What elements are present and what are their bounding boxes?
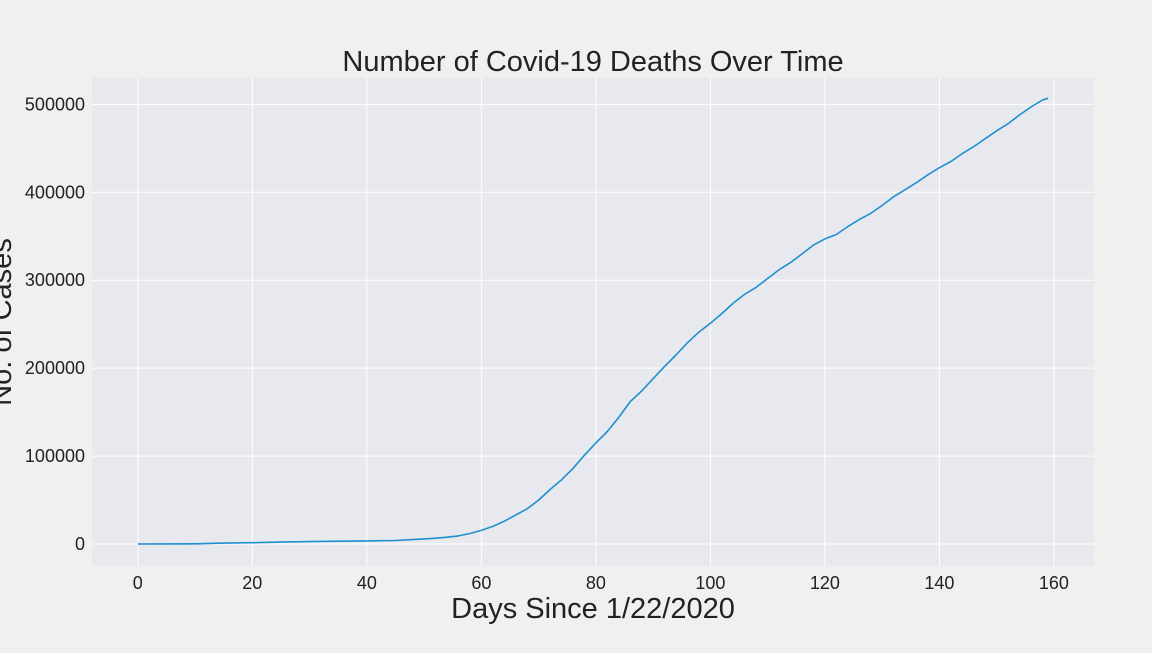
x-tick-label: 80: [586, 573, 606, 593]
y-tick-labels: 0 100000 200000 300000 400000 500000: [25, 94, 85, 554]
plot-area-background: [92, 78, 1094, 566]
x-tick-label: 0: [133, 573, 143, 593]
grid-x: [137, 78, 1055, 566]
x-tick-label: 60: [471, 573, 491, 593]
y-tick-label: 100000: [25, 446, 85, 466]
x-tick-label: 120: [810, 573, 840, 593]
y-axis-label: No. of Cases: [0, 238, 18, 406]
y-tick-label: 200000: [25, 358, 85, 378]
series: [137, 97, 1049, 545]
y-tick-label: 0: [75, 534, 85, 554]
x-tick-labels: 0 20 40 60 80 100 120 140 160: [133, 573, 1069, 593]
series-line-0: [137, 97, 1049, 545]
chart-title: Number of Covid-19 Deaths Over Time: [342, 46, 843, 78]
x-tick-label: 140: [924, 573, 954, 593]
x-axis-label: Days Since 1/22/2020: [451, 593, 735, 625]
x-tick-label: 160: [1039, 573, 1069, 593]
x-tick-label: 20: [242, 573, 262, 593]
y-tick-label: 400000: [25, 182, 85, 202]
x-tick-label: 100: [695, 573, 725, 593]
y-tick-label: 300000: [25, 270, 85, 290]
y-tick-label: 500000: [25, 94, 85, 114]
grid-y: [92, 103, 1094, 545]
x-tick-label: 40: [357, 573, 377, 593]
